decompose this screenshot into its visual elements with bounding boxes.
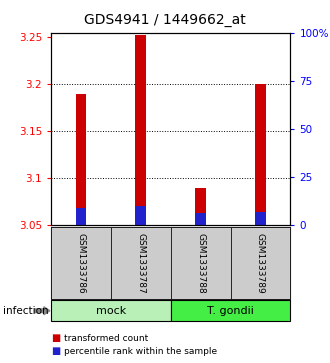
Text: transformed count: transformed count [64,334,148,343]
Bar [255,212,266,225]
Text: infection: infection [3,306,49,316]
Text: GSM1333789: GSM1333789 [256,233,265,294]
Text: GSM1333788: GSM1333788 [196,233,205,294]
Text: ■: ■ [51,346,60,356]
Bar [195,188,206,225]
Bar [255,84,266,225]
Bar [76,208,86,225]
Text: T. gondii: T. gondii [207,306,254,316]
Text: GSM1333787: GSM1333787 [136,233,146,294]
Text: mock: mock [96,306,126,316]
Text: GDS4941 / 1449662_at: GDS4941 / 1449662_at [84,13,246,27]
Text: ■: ■ [51,333,60,343]
Bar [195,213,206,225]
Text: GSM1333786: GSM1333786 [77,233,85,294]
Bar [136,206,146,225]
Text: percentile rank within the sample: percentile rank within the sample [64,347,217,356]
Bar [76,94,86,225]
Bar [136,36,146,225]
